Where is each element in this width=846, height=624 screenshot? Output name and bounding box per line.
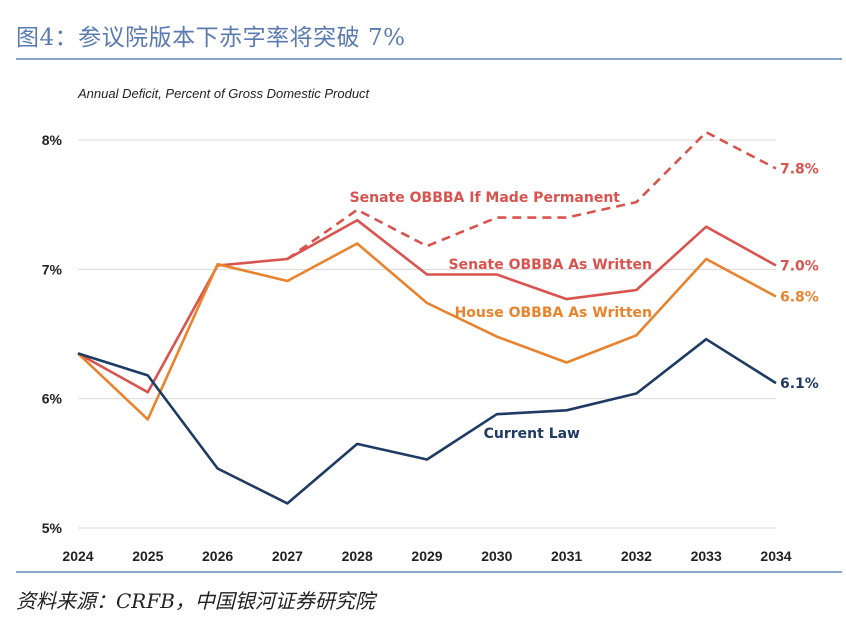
y-tick-label: 5% [42,520,63,536]
y-tick-label: 6% [42,391,63,407]
x-tick-label: 2029 [411,548,442,564]
series-end-label: 6.8% [780,289,819,305]
y-axis-ticks: 5% 6% 7% 8% [42,132,63,536]
series-line [286,130,777,261]
y-tick-label: 7% [42,261,63,277]
x-tick-label: 2031 [551,548,582,564]
series-line [77,242,777,421]
x-tick-label: 2027 [272,548,303,564]
series-name-label: House OBBBA As Written [455,305,652,321]
deficit-line-chart: Annual Deficit, Percent of Gross Domesti… [42,86,819,564]
series-labels: Senate OBBBA If Made Permanent 7.8% Senate… [350,161,819,442]
x-tick-label: 2024 [62,548,93,564]
series-end-label: 7.8% [780,161,819,177]
x-tick-label: 2025 [132,548,163,564]
chart-subtitle: Annual Deficit, Percent of Gross Domesti… [77,86,371,101]
series-end-label: 6.1% [780,376,819,392]
series-line [77,337,777,505]
y-tick-label: 8% [42,132,63,148]
x-tick-label: 2030 [481,548,512,564]
series-end-label: 7.0% [780,258,819,274]
gridlines [78,139,776,529]
x-tick-label: 2026 [202,548,233,564]
series-lines [77,130,777,505]
source-note: 资料来源：CRFB，中国银河证券研究院 [16,589,375,613]
x-tick-label: 2028 [342,548,373,564]
series-line [77,218,777,394]
series-name-label: Senate OBBBA As Written [449,257,652,273]
series-name-label: Current Law [484,426,580,442]
figure-title: 图4：参议院版本下赤字率将突破 7% [16,25,406,51]
title-divider [16,58,842,60]
x-tick-label: 2034 [760,548,791,564]
x-tick-label: 2033 [691,548,722,564]
x-axis-ticks: 2024 2025 2026 2027 2028 2029 2030 2031 2032 2033… [62,548,791,564]
source-divider [16,571,842,573]
x-tick-label: 2032 [621,548,652,564]
series-name-label: Senate OBBBA If Made Permanent [350,190,621,206]
